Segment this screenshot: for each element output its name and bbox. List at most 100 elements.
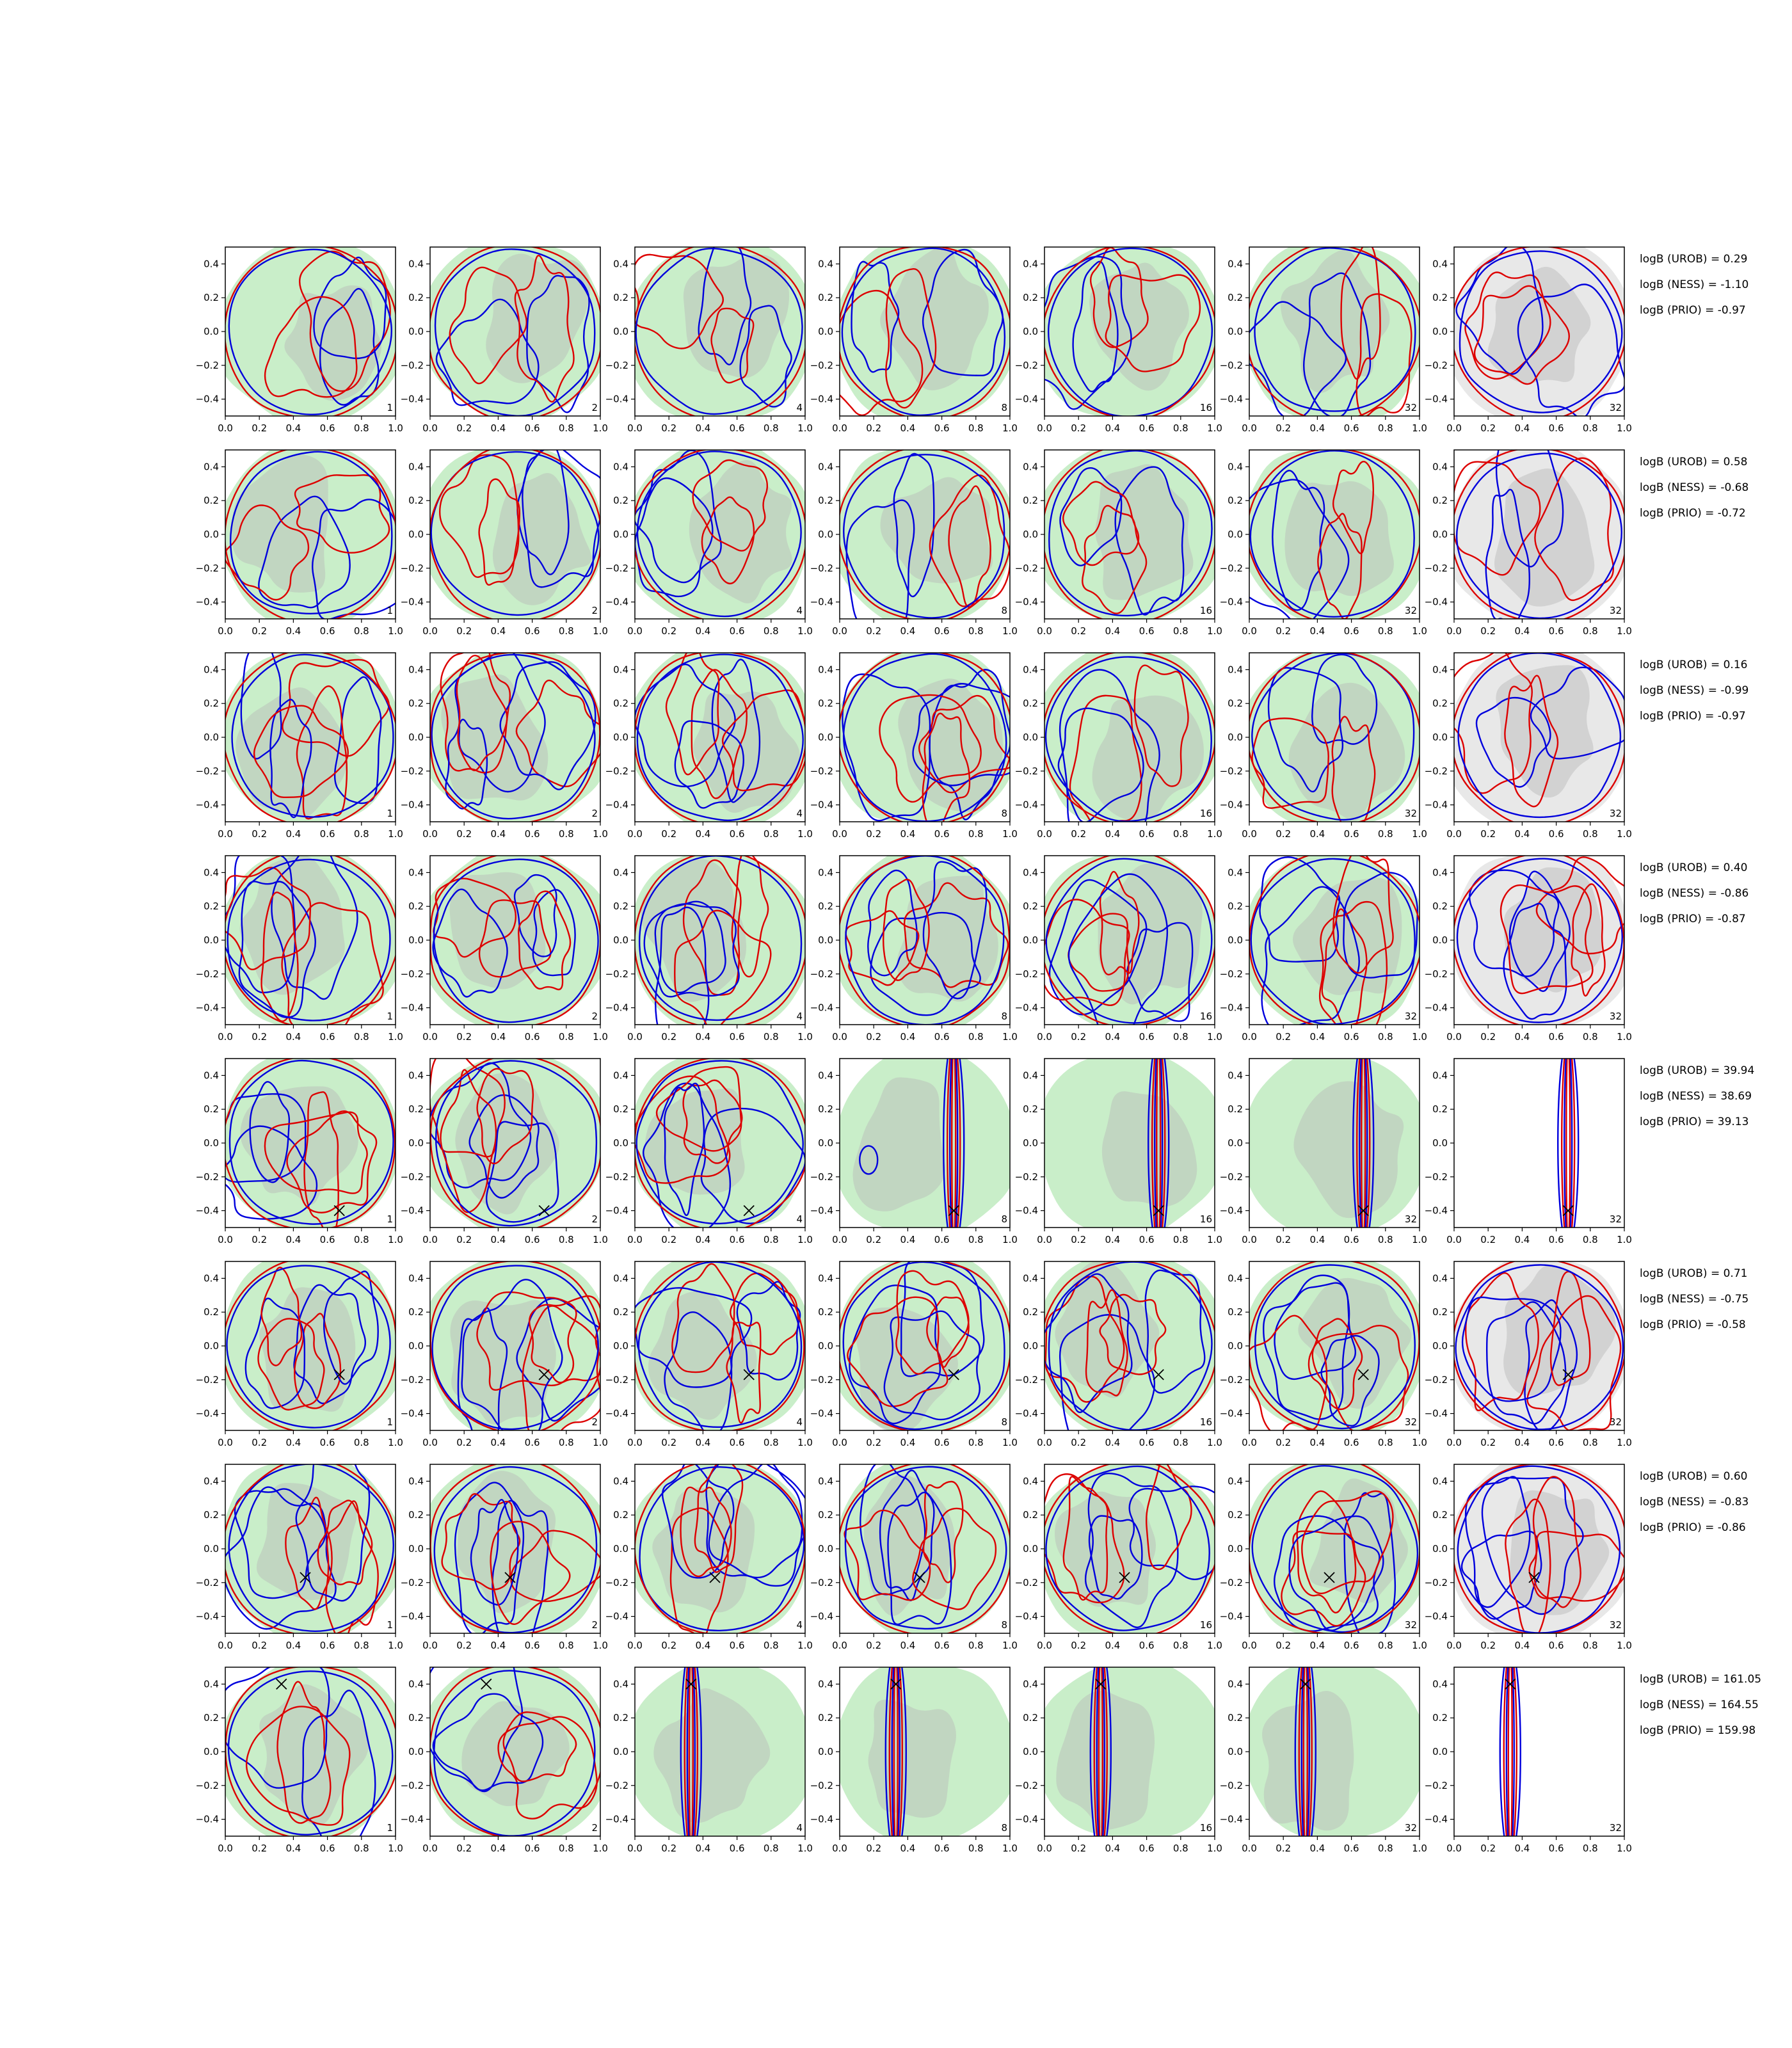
contour-line — [1294, 1667, 1316, 1836]
x-tick-label: 1.0 — [593, 625, 608, 637]
panel-r6-c1: 0.4 0.2 0.0 −0.2 −0.4 0.0 0.2 0.4 0.6 0.8 1.0 1 — [196, 1261, 403, 1448]
contour-line — [845, 856, 1005, 1025]
contour-line — [1072, 260, 1119, 392]
panel-r6-c2: 0.4 0.2 0.0 −0.2 −0.4 0.0 0.2 0.4 0.6 0.8 1.0 2 — [401, 1261, 608, 1448]
panel-number-label: 32 — [1405, 1213, 1417, 1225]
x-tick-label: 0.6 — [730, 1640, 745, 1651]
panel-number-label: 4 — [796, 605, 803, 616]
x-tick-label: 0.8 — [354, 1640, 369, 1651]
contour-line — [497, 1716, 598, 1820]
panel-r2-c6: 0.4 0.2 0.0 −0.2 −0.4 0.0 0.2 0.4 0.6 0.8 1.0 32 — [1220, 449, 1427, 637]
x-tick-label: 1.0 — [1207, 1843, 1222, 1854]
contour-line — [1455, 452, 1622, 619]
x-tick-label: 1.0 — [593, 1234, 608, 1245]
density-fill-outer — [1044, 450, 1215, 619]
panel-plot-area — [225, 856, 396, 1025]
density-fill-outer — [1249, 450, 1420, 619]
y-tick-label: −0.4 — [401, 1002, 424, 1014]
x-tick-label: 0.6 — [934, 1437, 950, 1448]
panel-r4-c4: 0.4 0.2 0.0 −0.2 −0.4 0.0 0.2 0.4 0.6 0.8 1.0 8 — [810, 855, 1018, 1043]
contour-line — [701, 496, 755, 585]
x-tick-label: 0.6 — [1549, 1031, 1564, 1043]
contour-line — [635, 1287, 753, 1388]
panel-number-label: 8 — [1001, 402, 1007, 413]
contour-line — [739, 305, 792, 408]
panel-number-label: 32 — [1610, 605, 1622, 616]
row-2-logb-stat: logB (PRIO) = -0.72 — [1640, 507, 1746, 520]
y-tick-label: 0.2 — [613, 1306, 628, 1318]
panel-number-label: 16 — [1200, 1213, 1212, 1225]
y-tick-label: −0.2 — [1425, 1780, 1448, 1791]
y-tick-label: 0.4 — [204, 867, 219, 878]
x-tick-label: 0.2 — [866, 1234, 881, 1245]
x-tick-label: 0.0 — [1037, 625, 1052, 637]
x-tick-label: 0.0 — [832, 1031, 847, 1043]
panel-plot-area — [430, 247, 600, 416]
panel-r6-c3: 0.4 0.2 0.0 −0.2 −0.4 0.0 0.2 0.4 0.6 0.8 1.0 4 — [605, 1261, 813, 1448]
contour-line — [1320, 1334, 1380, 1427]
panel-r5-c4: 0.4 0.2 0.0 −0.2 −0.4 0.0 0.2 0.4 0.6 0.8 1.0 8 — [810, 1058, 1018, 1245]
panel-r3-c6: 0.4 0.2 0.0 −0.2 −0.4 0.0 0.2 0.4 0.6 0.8 1.0 32 — [1220, 652, 1427, 840]
y-tick-label: −0.4 — [810, 799, 833, 811]
density-fill-inner — [868, 1699, 956, 1818]
panel-r1-c2: 0.4 0.2 0.0 −0.2 −0.4 0.0 0.2 0.4 0.6 0.8 1.0 2 — [401, 246, 608, 434]
panel-number-label: 2 — [591, 1822, 598, 1834]
true-parameter-marker — [1300, 1678, 1311, 1690]
x-tick-label: 0.8 — [354, 1437, 369, 1448]
contour-line — [441, 1493, 521, 1590]
contour-line — [1288, 1515, 1384, 1631]
panel-plot-area — [635, 856, 805, 1025]
x-tick-label: 0.6 — [320, 1437, 335, 1448]
x-tick-label: 0.8 — [968, 1843, 984, 1854]
contour-line — [1048, 1261, 1213, 1430]
y-tick-label: −0.2 — [1220, 1577, 1243, 1588]
contour-line — [1311, 653, 1378, 745]
y-tick-label: 0.2 — [204, 292, 219, 303]
y-tick-label: −0.2 — [196, 563, 219, 574]
density-fill-inner — [486, 253, 591, 383]
contour-line — [841, 247, 1006, 416]
contour-line — [499, 661, 596, 790]
contour-line — [313, 256, 387, 360]
x-tick-label: 0.0 — [422, 1234, 438, 1245]
panel-plot-area — [1044, 247, 1215, 416]
x-tick-label: 0.4 — [1105, 828, 1120, 840]
y-tick-label: −0.4 — [1425, 1814, 1448, 1825]
y-tick-label: 0.4 — [204, 1069, 219, 1081]
y-tick-label: −0.2 — [1220, 968, 1243, 980]
x-tick-label: 0.4 — [1309, 422, 1325, 434]
contour-line — [1249, 247, 1420, 416]
contour-line — [1048, 879, 1148, 1016]
x-tick-label: 0.2 — [866, 1843, 881, 1854]
panel-r3-c2: 0.4 0.2 0.0 −0.2 −0.4 0.0 0.2 0.4 0.6 0.8 1.0 2 — [401, 652, 608, 840]
y-tick-label: 0.4 — [204, 1272, 219, 1284]
panel-r5-c6: 0.4 0.2 0.0 −0.2 −0.4 0.0 0.2 0.4 0.6 0.8 1.0 32 — [1220, 1058, 1427, 1245]
y-tick-label: −0.4 — [196, 596, 219, 608]
x-tick-label: 0.2 — [1480, 1640, 1496, 1651]
x-tick-label: 0.0 — [422, 422, 438, 434]
contour-line — [1505, 1667, 1515, 1836]
contour-line — [299, 250, 391, 392]
x-tick-label: 0.2 — [1480, 1843, 1496, 1854]
contour-line — [1302, 1667, 1308, 1836]
contour-line — [1274, 1274, 1357, 1380]
density-fill-inner — [1101, 1091, 1197, 1207]
row-6-logb-stat: logB (NESS) = -0.75 — [1640, 1293, 1748, 1306]
x-tick-label: 1.0 — [1412, 1031, 1427, 1043]
contour-line — [1154, 1059, 1164, 1228]
x-tick-label: 0.2 — [1071, 1437, 1086, 1448]
x-tick-label: 1.0 — [593, 422, 608, 434]
true-parameter-marker — [333, 1204, 345, 1217]
x-tick-label: 0.4 — [1309, 1234, 1325, 1245]
y-tick-label: −0.2 — [810, 1780, 833, 1791]
y-tick-label: 0.4 — [1228, 867, 1243, 878]
y-tick-label: 0.4 — [408, 461, 424, 472]
contour-line — [840, 653, 1010, 822]
x-tick-label: 0.6 — [730, 828, 745, 840]
panel-number-label: 4 — [796, 1011, 803, 1022]
y-tick-label: 0.4 — [1228, 1069, 1243, 1081]
y-tick-label: 0.0 — [818, 1543, 833, 1555]
panel-plot-area — [225, 1667, 396, 1836]
x-tick-label: 0.0 — [1242, 422, 1257, 434]
y-tick-label: −0.2 — [401, 968, 424, 980]
